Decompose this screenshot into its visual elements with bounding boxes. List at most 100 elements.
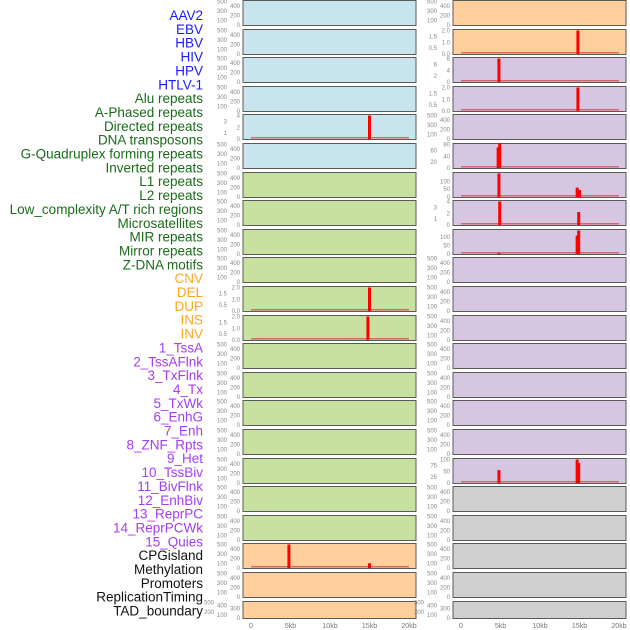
y-tick-label: 300 (217, 352, 228, 358)
y-tick-label: 200 (230, 500, 241, 506)
y-tick-label: 1.0 (232, 326, 241, 332)
y-tick-label: 500 (217, 86, 228, 92)
y-tick-label: 400 (440, 319, 451, 325)
track-label: DEL (177, 285, 204, 300)
y-tick-label: 300 (427, 438, 438, 444)
y-tick-label: 500 (217, 343, 228, 349)
y-tick-label: 200 (230, 71, 241, 77)
y-tick-label: 300 (440, 607, 451, 613)
y-tick-label: 0 (237, 616, 241, 622)
signal-spike (287, 544, 291, 568)
y-tick-label: 200 (230, 386, 241, 392)
y-tick-label: 0 (237, 109, 241, 115)
track-panel (452, 372, 627, 398)
track-panel (242, 543, 417, 569)
y-tick-label: 200 (230, 472, 241, 478)
y-tick-label: 300 (217, 467, 228, 473)
y-tick-label: 500 (217, 486, 228, 492)
track-panel (242, 0, 417, 26)
track-label: 11_BivFlnk (137, 479, 203, 494)
y-tick-label: 200 (204, 610, 215, 616)
track-label: 9_Het (167, 451, 203, 466)
track-panel (452, 229, 627, 255)
y-tick-label: 400 (440, 290, 451, 296)
y-tick-label: 100 (217, 75, 228, 81)
y-tick-label: 0.0 (442, 52, 451, 58)
y-tick-label: 300 (217, 266, 228, 272)
y-tick-label: 300 (427, 266, 438, 272)
y-tick-label: 50 (443, 187, 450, 193)
y-tick-label: 500 (427, 315, 438, 321)
y-tick-label: 400 (440, 547, 451, 553)
y-tick-label: 200 (230, 414, 241, 420)
y-tick-label: 75 (430, 463, 437, 469)
y-tick-label: 0 (237, 166, 241, 172)
track-panel (242, 29, 417, 55)
y-tick-label: 200 (440, 529, 451, 535)
y-tick-label: 200 (440, 271, 451, 277)
baseline (461, 481, 619, 483)
y-tick-label: 500 (427, 0, 438, 6)
track-label: DNA transposons (98, 133, 203, 148)
track-panel (452, 0, 627, 26)
y-tick-label: 400 (230, 176, 241, 182)
y-tick-label: 2.0 (442, 29, 451, 35)
track-panel (452, 400, 627, 426)
track-panel (452, 172, 627, 198)
y-tick-label: 500 (217, 372, 228, 378)
y-tick-label: 0 (447, 23, 451, 29)
y-tick-label: 1.5 (219, 291, 228, 297)
y-tick-label: 3 (434, 205, 438, 211)
y-tick-label: 0 (447, 80, 451, 86)
track-panel (452, 257, 627, 283)
y-tick-label: 100 (427, 418, 438, 424)
y-tick-label: 400 (230, 519, 241, 525)
y-tick-label: 300 (217, 9, 228, 15)
x-tick-label: 20kb (611, 623, 626, 630)
y-tick-label: 300 (427, 552, 438, 558)
track-panel (242, 257, 417, 283)
y-tick-label: 400 (230, 404, 241, 410)
track-panel (242, 458, 417, 484)
track-panel (242, 572, 417, 598)
y-tick-label: 400 (440, 261, 451, 267)
y-tick-label: 60 (430, 148, 437, 154)
y-tick-label: 400 (230, 376, 241, 382)
y-tick-label: 100 (217, 613, 228, 619)
y-tick-label: 50 (443, 244, 450, 250)
y-tick-label: 200 (230, 357, 241, 363)
baseline (461, 195, 619, 197)
track-label: Inverted repeats (105, 160, 203, 175)
y-tick-label: 0 (237, 80, 241, 86)
track-label: 2_TssAFlnk (133, 354, 203, 369)
signal-spike (498, 143, 502, 168)
y-tick-label: 500 (217, 0, 228, 6)
track-label: HTLV-1 (158, 77, 203, 92)
y-tick-label: 400 (230, 4, 241, 10)
y-tick-label: 100 (217, 47, 228, 53)
track-panel (242, 515, 417, 541)
track-label: 3_TxFlnk (147, 368, 203, 383)
y-tick-label: 500 (217, 458, 228, 464)
y-tick-label: 200 (230, 100, 241, 106)
track-label: MIR repeats (129, 230, 203, 245)
track-label: CNV (174, 271, 203, 286)
y-tick-label: 500 (217, 229, 228, 235)
baseline (251, 137, 409, 139)
y-tick-label: 200 (230, 43, 241, 49)
y-tick-label: 100 (427, 447, 438, 453)
y-tick-label: 200 (440, 557, 451, 563)
y-tick-label: 300 (217, 409, 228, 415)
y-tick-label: 200 (230, 586, 241, 592)
track-panel (452, 286, 627, 312)
y-tick-label: 400 (230, 61, 241, 67)
y-tick-label: 200 (230, 271, 241, 277)
y-tick-label: 300 (427, 352, 438, 358)
y-tick-label: 0 (447, 509, 451, 515)
track-label: 12_EnhBiv (138, 493, 204, 508)
y-tick-label: 300 (217, 581, 228, 587)
y-tick-label: 0 (447, 481, 451, 487)
y-tick-label: 100 (217, 447, 228, 453)
signal-spike (577, 463, 581, 483)
x-tick-label: 5kb (495, 623, 506, 630)
